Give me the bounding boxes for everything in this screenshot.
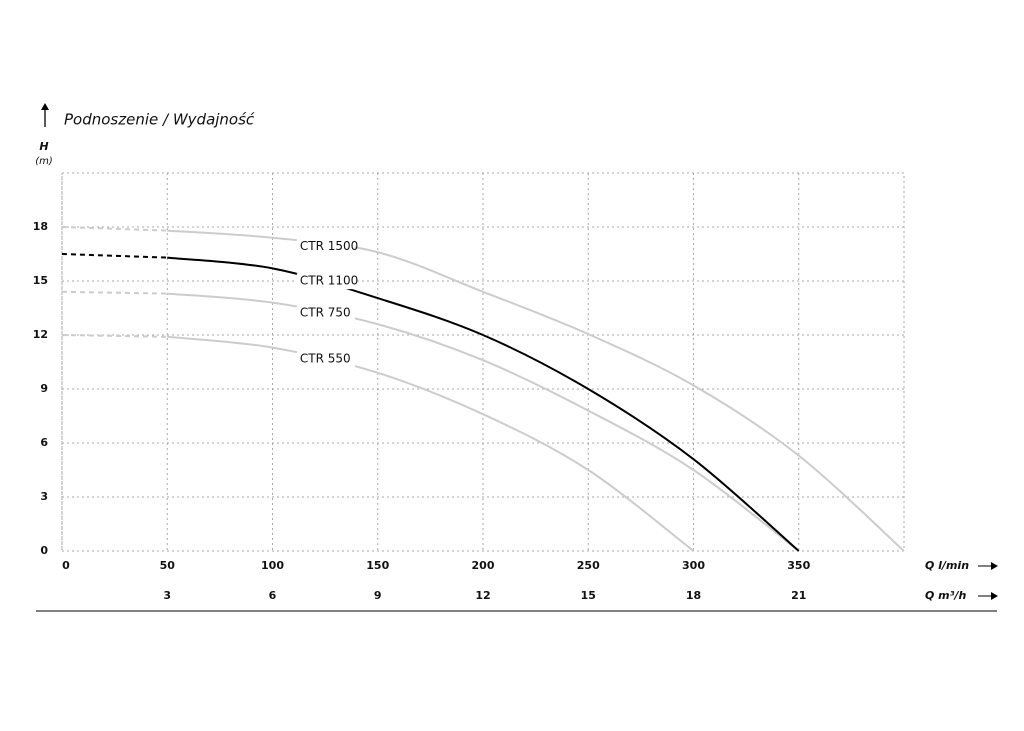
x2-label: Q m³/h bbox=[925, 589, 966, 602]
line bbox=[167, 229, 905, 552]
x-tick-label: 0 bbox=[62, 559, 70, 572]
line bbox=[167, 335, 695, 552]
line bbox=[167, 256, 800, 552]
x2-tick-label: 3 bbox=[163, 589, 171, 602]
x-tick-label: 100 bbox=[261, 559, 284, 572]
series-label: CTR 1100 bbox=[300, 274, 358, 288]
line bbox=[167, 292, 800, 552]
label-bg bbox=[296, 351, 355, 368]
x-tick-label: 250 bbox=[577, 559, 600, 572]
x-label: Q l/min bbox=[925, 559, 969, 572]
line-dashed bbox=[61, 253, 168, 259]
label-bg bbox=[296, 305, 355, 322]
x2-tick-label: 18 bbox=[686, 589, 701, 602]
y-unit: (m) bbox=[35, 156, 53, 167]
y-tick-label: 9 bbox=[40, 382, 48, 395]
series-label: CTR 1500 bbox=[300, 239, 358, 253]
x-tick-label: 200 bbox=[472, 559, 495, 572]
label-bg bbox=[296, 238, 355, 255]
x-arrow-head bbox=[991, 562, 998, 570]
x2-arrow-head bbox=[991, 592, 998, 600]
y-label: H bbox=[39, 140, 48, 153]
y-tick-label: 18 bbox=[33, 220, 48, 233]
x2-tick-label: 9 bbox=[374, 589, 382, 602]
series-label: CTR 550 bbox=[300, 352, 351, 366]
label-bg bbox=[296, 273, 355, 290]
x-tick-label: 350 bbox=[787, 559, 810, 572]
y-tick-label: 0 bbox=[40, 544, 48, 557]
x-tick-label: 300 bbox=[682, 559, 705, 572]
x-tick-label: 150 bbox=[366, 559, 389, 572]
x-tick-label: 50 bbox=[160, 559, 176, 572]
x2-tick-label: 15 bbox=[581, 589, 596, 602]
x2-tick-label: 21 bbox=[791, 589, 806, 602]
series-label: CTR 750 bbox=[300, 306, 351, 320]
y-tick-label: 3 bbox=[40, 490, 48, 503]
chart-title: Podnoszenie / Wydajność bbox=[64, 111, 255, 129]
x2-tick-label: 6 bbox=[269, 589, 277, 602]
x2-tick-label: 12 bbox=[475, 589, 490, 602]
y-arrow-head bbox=[41, 103, 49, 110]
y-tick-label: 12 bbox=[33, 328, 48, 341]
line-dashed bbox=[61, 290, 168, 295]
line-dashed bbox=[61, 226, 168, 232]
y-tick-label: 15 bbox=[33, 274, 48, 287]
y-tick-label: 6 bbox=[40, 436, 48, 449]
